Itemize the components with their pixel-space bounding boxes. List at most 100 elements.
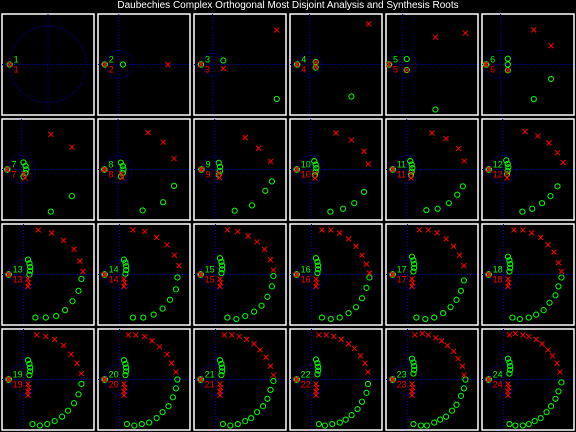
analysis-root-marker [348, 412, 355, 419]
analysis-root-marker [443, 413, 450, 420]
analysis-root-marker [552, 395, 559, 402]
analysis-root-marker [42, 314, 49, 321]
analysis-root-marker [431, 419, 438, 426]
synthesis-root-marker [160, 139, 166, 146]
unit-circle [200, 364, 231, 395]
analysis-root-marker [348, 93, 355, 100]
analysis-root-marker [120, 357, 128, 364]
synthesis-root-marker [345, 235, 352, 242]
synthesis-root-marker [485, 271, 492, 278]
synthesis-root-marker [505, 392, 511, 398]
synthesis-root-marker [60, 237, 67, 244]
analysis-root-marker [44, 420, 51, 428]
analysis-root-marker [408, 253, 416, 260]
analysis-root-marker [119, 61, 127, 68]
panel-order-label-analysis: 6 [490, 55, 495, 65]
analysis-root-marker [447, 304, 454, 311]
synthesis-root-marker [432, 34, 439, 41]
analysis-root-marker [26, 360, 33, 368]
synthesis-root-marker [336, 230, 343, 236]
synthesis-root-marker [323, 332, 330, 338]
analysis-root-marker [27, 368, 34, 375]
synthesis-root-marker [35, 227, 42, 233]
synthesis-root-marker [316, 332, 322, 338]
synthesis-root-marker [22, 175, 28, 181]
analysis-root-marker [345, 310, 352, 317]
synthesis-root-marker [537, 234, 544, 241]
analysis-root-marker [531, 417, 538, 425]
synthesis-root-marker [483, 61, 490, 68]
analysis-root-marker [503, 171, 511, 178]
analysis-root-marker [366, 274, 373, 281]
analysis-root-marker [358, 295, 366, 302]
synthesis-root-marker [313, 283, 319, 290]
analysis-root-marker [64, 407, 72, 414]
synthesis-root-marker [555, 259, 562, 266]
panel-order-label-synthesis: 4 [301, 65, 306, 75]
analysis-root-marker [5, 271, 12, 278]
synthesis-root-marker [267, 158, 274, 165]
panel-order-label-synthesis: 8 [108, 170, 113, 180]
synthesis-root-marker [130, 227, 136, 233]
synthesis-root-marker [119, 174, 126, 181]
analysis-root-marker [47, 208, 54, 215]
analysis-root-marker [454, 191, 461, 198]
unit-circle [488, 259, 519, 290]
analysis-root-marker [363, 389, 370, 396]
analysis-root-marker [358, 398, 366, 405]
synthesis-root-marker [273, 27, 280, 33]
synthesis-root-marker [530, 27, 537, 33]
synthesis-root-marker [351, 345, 358, 352]
analysis-root-marker [507, 363, 514, 370]
analysis-root-marker [318, 314, 325, 321]
analysis-root-marker [248, 415, 255, 422]
analysis-root-marker [294, 61, 301, 68]
analysis-root-marker [558, 379, 565, 386]
synthesis-root-marker [363, 261, 370, 267]
analysis-root-marker [197, 376, 204, 383]
analysis-root-marker [75, 287, 82, 294]
analysis-root-marker [131, 422, 138, 429]
analysis-root-marker [460, 385, 468, 392]
synthesis-root-marker [504, 170, 510, 177]
analysis-root-marker [197, 271, 204, 278]
analysis-root-marker [504, 160, 511, 167]
synthesis-root-marker [444, 342, 451, 349]
synthesis-root-marker [365, 369, 371, 375]
panel-order-label-synthesis: 23 [397, 380, 407, 390]
panel-order-label-synthesis: 16 [301, 275, 311, 285]
panel-order-label-analysis: 13 [13, 265, 23, 275]
analysis-root-marker [352, 304, 360, 311]
analysis-root-marker [432, 106, 439, 113]
synthesis-root-marker [560, 159, 566, 166]
panel-order-label-analysis: 20 [109, 370, 119, 380]
analysis-root-marker [327, 315, 334, 323]
unit-circle [488, 364, 519, 395]
synthesis-root-marker [48, 230, 55, 236]
analysis-root-marker [311, 157, 318, 165]
synthesis-root-marker [361, 148, 367, 155]
analysis-root-marker [533, 311, 540, 318]
synthesis-root-marker [432, 335, 439, 341]
analysis-root-marker [224, 314, 231, 321]
analysis-root-marker [78, 275, 85, 283]
analysis-root-marker [123, 266, 130, 274]
analysis-root-marker [410, 257, 417, 264]
analysis-root-marker [258, 302, 265, 309]
analysis-root-marker [101, 166, 108, 173]
analysis-root-marker [172, 385, 180, 392]
synthesis-root-marker [549, 352, 556, 359]
analysis-root-marker [197, 61, 205, 68]
analysis-root-marker [389, 271, 396, 278]
analysis-root-marker [270, 377, 277, 385]
analysis-root-marker [314, 360, 321, 367]
synthesis-root-marker [293, 271, 300, 278]
analysis-root-marker [506, 257, 513, 264]
synthesis-root-marker [198, 166, 205, 173]
synthesis-root-marker [78, 370, 85, 377]
